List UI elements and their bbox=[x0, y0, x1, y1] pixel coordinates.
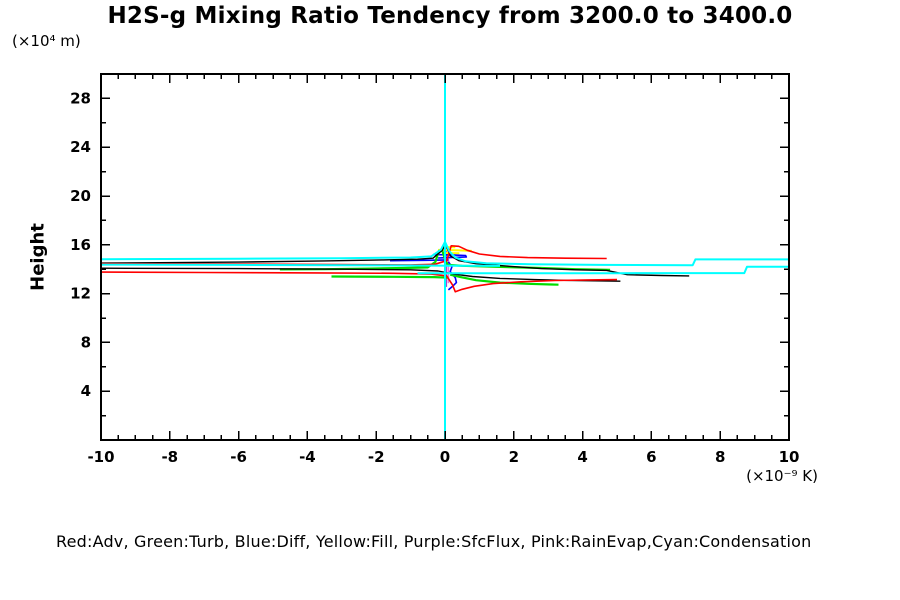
svg-text:4: 4 bbox=[577, 448, 587, 466]
svg-text:-4: -4 bbox=[299, 448, 316, 466]
series-condensation-upper bbox=[100, 240, 789, 267]
svg-text:10: 10 bbox=[779, 448, 800, 466]
series-diff-3 bbox=[447, 261, 458, 291]
svg-text:0: 0 bbox=[440, 448, 450, 466]
series-black-upper bbox=[100, 243, 690, 277]
svg-text:24: 24 bbox=[70, 138, 91, 156]
svg-text:6: 6 bbox=[646, 448, 656, 466]
svg-text:-2: -2 bbox=[368, 448, 385, 466]
y-tick-labels: 4 8 12 16 20 24 28 bbox=[70, 89, 91, 400]
svg-text:16: 16 bbox=[70, 236, 91, 254]
x-tick-labels: -10 -8 -6 -4 -2 0 2 4 6 8 10 bbox=[87, 448, 799, 466]
chart-title: H2S-g Mixing Ratio Tendency from 3200.0 … bbox=[107, 3, 793, 29]
svg-text:28: 28 bbox=[70, 89, 91, 107]
series-condensation-lower bbox=[417, 265, 789, 275]
x-axis-unit-label: (×10⁻⁹ K) bbox=[746, 467, 818, 485]
y-axis-unit-label: (×10⁴ m) bbox=[12, 32, 81, 50]
legend-text: Red:Adv, Green:Turb, Blue:Diff, Yellow:F… bbox=[56, 532, 812, 551]
svg-text:4: 4 bbox=[81, 382, 91, 400]
series-group bbox=[100, 74, 789, 440]
svg-text:-8: -8 bbox=[161, 448, 178, 466]
svg-text:12: 12 bbox=[70, 285, 91, 303]
series-diff-1 bbox=[389, 259, 449, 262]
series-turb-3 bbox=[331, 275, 449, 279]
svg-text:-10: -10 bbox=[87, 448, 114, 466]
svg-text:8: 8 bbox=[81, 333, 91, 351]
svg-text:8: 8 bbox=[715, 448, 725, 466]
series-adv-2 bbox=[100, 271, 618, 293]
series-black-lower bbox=[100, 267, 621, 282]
axis-ticks bbox=[100, 73, 790, 441]
series-condensation-mid bbox=[100, 263, 501, 267]
svg-text:-6: -6 bbox=[230, 448, 247, 466]
svg-text:2: 2 bbox=[509, 448, 519, 466]
svg-text:20: 20 bbox=[70, 187, 91, 205]
